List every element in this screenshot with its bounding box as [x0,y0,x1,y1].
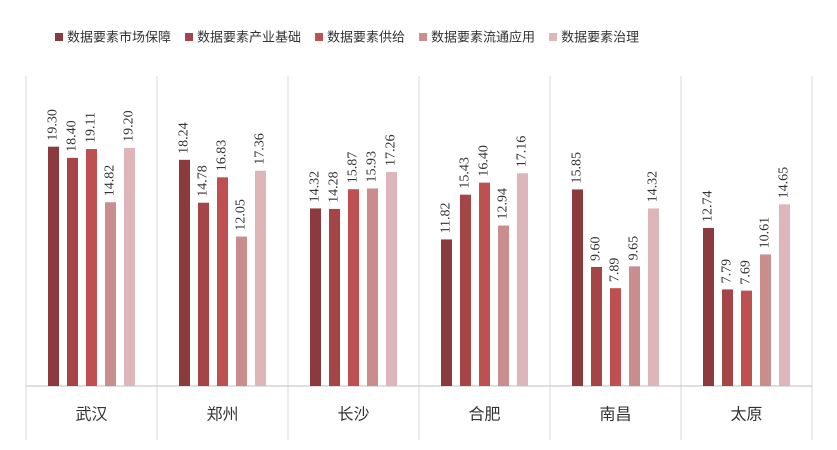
value-label: 11.82 [439,202,454,233]
bar [255,170,266,386]
legend-swatch [419,33,428,41]
value-label: 16.83 [215,140,230,172]
value-label: 7.69 [739,260,754,285]
legend-label: 数据要素治理 [561,31,639,46]
legend-label: 数据要素市场保障 [67,30,171,46]
bar [498,225,509,386]
value-label: 15.93 [365,151,380,183]
value-label: 19.30 [46,109,61,141]
bar [441,239,452,386]
value-label: 10.61 [758,217,773,249]
bar [572,189,583,386]
bar [86,149,97,386]
x-tick-label: 南昌 [599,405,631,424]
bar [629,266,640,386]
bar [386,171,397,386]
value-label: 15.85 [570,152,585,184]
value-label: 18.40 [65,120,80,152]
legend-swatch [185,33,194,41]
bar [217,177,228,386]
value-label: 7.89 [608,258,623,283]
legend-label: 数据要素流通应用 [431,30,535,46]
value-label: 14.78 [196,165,211,197]
value-label: 9.65 [627,236,642,261]
value-label: 17.16 [515,136,530,168]
value-label: 14.65 [777,167,792,199]
bar [591,266,602,386]
bar [67,157,78,386]
bar [367,188,378,386]
bar [198,202,209,386]
bar [105,202,116,386]
bar [779,204,790,386]
value-label: 7.79 [720,259,735,284]
bar [479,182,490,386]
value-label: 19.20 [122,110,137,142]
x-tick-label: 武汉 [75,405,107,424]
value-label: 16.40 [477,145,492,177]
bar [348,189,359,386]
bar [760,254,771,386]
value-label: 14.32 [646,171,661,203]
value-label: 19.11 [84,112,99,143]
bar [310,208,321,386]
value-label: 9.60 [589,236,604,261]
bar [517,173,528,386]
value-label: 15.87 [346,152,361,184]
value-label: 12.74 [701,191,716,223]
x-tick-label: 太原 [730,405,762,424]
value-label: 17.26 [384,134,399,166]
bar [460,194,471,386]
x-tick-label: 郑州 [206,405,238,424]
legend-label: 数据要素供给 [327,31,405,46]
value-label: 15.43 [458,157,473,189]
legend-label: 数据要素产业基础 [197,31,301,46]
legend-swatch [55,33,63,41]
bar [703,228,714,386]
bar [741,290,752,386]
x-tick-label: 合肥 [468,405,500,424]
bar [124,147,135,386]
bar [48,146,59,386]
bar [329,208,340,386]
x-tick-label: 长沙 [337,405,369,424]
bar [610,288,621,386]
legend-swatch [549,33,558,41]
value-label: 14.28 [327,171,342,203]
value-label: 12.05 [234,199,249,231]
bar [179,159,190,386]
value-label: 17.36 [253,133,268,165]
bar [648,208,659,386]
value-label: 14.32 [308,171,323,203]
legend-swatch [315,33,324,41]
value-label: 12.94 [496,188,511,220]
value-label: 14.82 [103,165,118,197]
bar [236,236,247,386]
bar [722,289,733,386]
value-label: 18.24 [177,122,192,154]
